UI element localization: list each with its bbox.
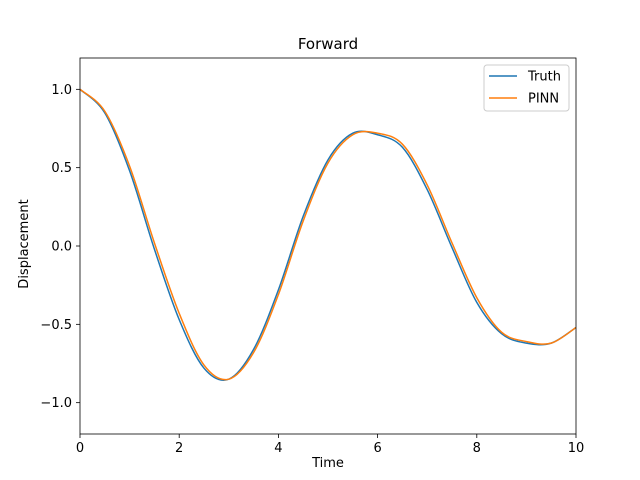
y-tick-label: 0.5: [51, 161, 72, 176]
legend-label-truth: Truth: [527, 70, 561, 85]
x-tick-label: 4: [274, 441, 282, 456]
x-tick-label: 0: [76, 441, 84, 456]
x-tick-label: 6: [373, 441, 381, 456]
x-tick-label: 2: [175, 441, 183, 456]
y-tick-label: 0.0: [51, 240, 72, 255]
series-line-truth: [80, 88, 576, 381]
y-tick-label: 1.0: [51, 83, 72, 98]
series-line-pinn: [80, 88, 576, 381]
y-tick-label: −0.5: [40, 318, 72, 333]
x-axis-label: Time: [311, 456, 344, 471]
y-tick-label: −1.0: [40, 396, 72, 411]
legend-label-pinn: PINN: [528, 92, 559, 107]
chart-title: Forward: [298, 35, 358, 53]
axes-frame: [79, 57, 577, 435]
plot-area: 0 2 4 6 8 10 1.0 0.5 0.0 −0.5 −1.0: [40, 57, 585, 456]
y-axis-label: Displacement: [17, 199, 32, 288]
x-tick-label: 10: [568, 441, 585, 456]
x-tick-label: 8: [473, 441, 481, 456]
legend: Truth PINN: [483, 64, 570, 112]
